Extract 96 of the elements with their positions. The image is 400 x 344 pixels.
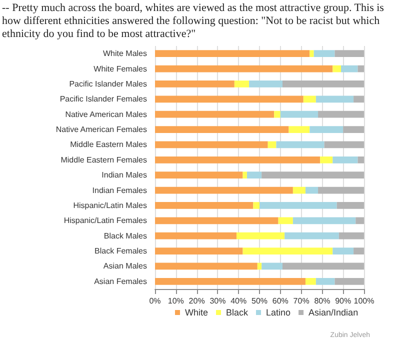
bar [155,126,289,133]
x-tick-label: 50% [251,296,268,306]
bar [332,65,342,72]
bar [354,248,364,254]
bar [332,156,358,164]
y-tick-label: Indian Females [92,186,147,195]
bar [246,172,262,179]
chart-title: -- Pretty much across the board, whites are viewed as the most attractive group. This is how different ethnicities answered the following question: "Not to be racist but which ethnicity do you find to be most attractive?" [2,2,385,41]
bar [268,141,276,148]
bar [280,110,318,118]
bar [316,278,335,285]
bar [260,202,337,209]
x-tick-label: 20% [188,296,205,306]
bar [236,232,285,240]
bar [343,126,364,133]
bar [155,232,237,240]
y-tick-label: Asian Females [94,276,147,286]
bar [336,202,364,209]
bar [305,278,316,285]
bar [338,232,364,240]
y-tick-label: Black Females [94,246,147,256]
bar [324,141,364,148]
bar [332,248,354,254]
bar [155,248,243,254]
x-tick-label: 80% [314,296,330,306]
y-tick-label: Middle Eastern Males [70,140,147,150]
x-tick-label: 30% [210,296,226,306]
y-tick-label: Hispanic/Latin Females [64,216,147,226]
bar [318,110,364,118]
x-tick-label: 100% [354,296,374,306]
bar [314,50,335,58]
y-tick-label: Pacific Islander Females [60,94,147,104]
bar [358,65,364,72]
bar [334,278,364,285]
bar [155,65,333,72]
bar [303,96,316,103]
bar [288,126,310,133]
bar [276,141,324,148]
legend-label: Black [226,308,249,318]
y-tick-label: Asian Males [103,262,147,271]
x-tick-label: 0% [149,296,161,306]
x-tick-label: 60% [272,296,288,306]
bar [292,186,306,194]
legend-label: Asian/Indian [308,308,358,318]
bar [155,202,254,209]
y-tick-label: Native American Females [56,125,147,134]
bar [234,80,250,88]
legend-label: Latino [266,308,291,318]
bar [282,80,364,88]
bar [155,262,258,270]
bar [155,110,274,118]
bar [341,65,358,72]
bar [155,80,234,88]
y-tick-label: White Males [102,49,147,58]
bar [274,110,280,118]
bar [320,156,333,164]
y-tick-label: Black Males [104,231,147,240]
bar [155,50,310,58]
bar [253,202,260,209]
bar [305,186,318,194]
y-tick-label: White Females [94,64,147,74]
y-tick-label: Pacific Islander Males [69,79,147,88]
y-tick-label: Middle Eastern Females [60,155,147,164]
bar [358,156,364,164]
bar [278,217,293,224]
bar [356,217,364,224]
bar [334,50,364,58]
bar [262,172,364,179]
bar [242,248,333,254]
bar [257,262,262,270]
bar [155,156,320,164]
bar [155,172,243,179]
bar [155,186,293,194]
bar [155,217,278,224]
bar [262,262,282,270]
x-tick-label: 40% [230,296,247,306]
legend-label: White [185,308,208,318]
y-tick-label: Indian Males [102,170,147,180]
bar [284,232,339,240]
bar [249,80,282,88]
bar [354,96,364,103]
x-tick-label: 90% [335,296,352,306]
bar [316,96,354,103]
bar [282,262,364,270]
bar [242,172,247,179]
bar [310,50,314,58]
bar [155,141,268,148]
bar [318,186,364,194]
bar [292,217,356,224]
y-tick-label: Hispanic/Latin Males [73,200,147,210]
x-tick-label: 70% [293,296,310,306]
bar [155,96,304,103]
x-tick-label: 10% [168,296,184,306]
bar [155,278,306,285]
y-tick-label: Native American Males [65,110,147,119]
bar [310,126,344,133]
